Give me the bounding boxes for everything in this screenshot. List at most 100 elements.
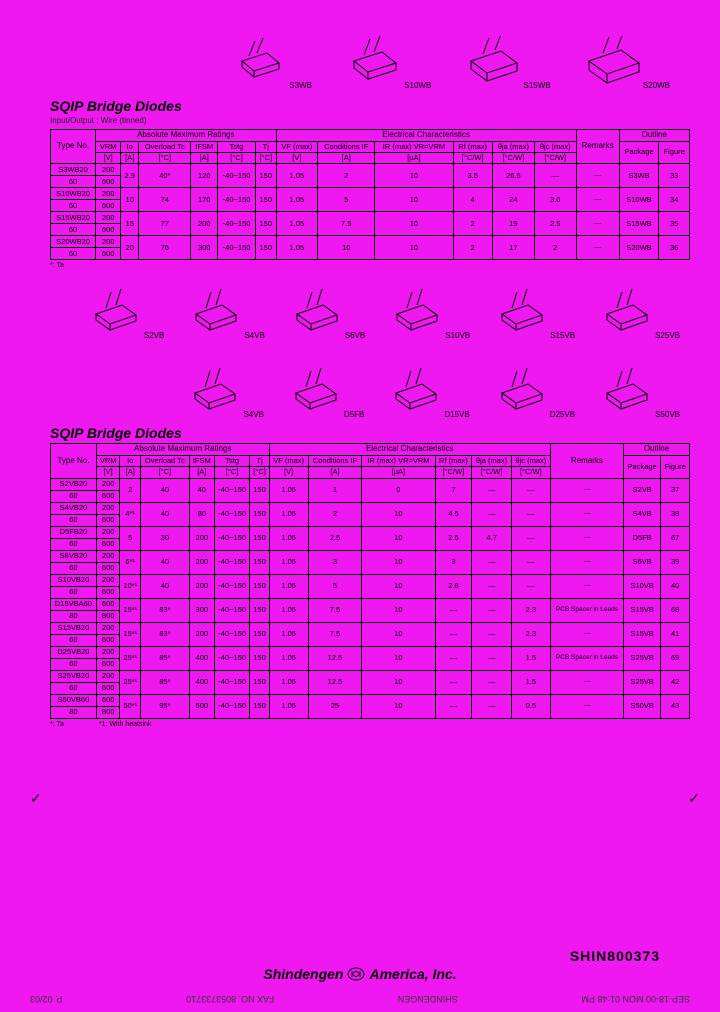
pkg-label: S50VB	[655, 410, 680, 419]
cell-io: 50*¹	[120, 694, 140, 718]
cell-ojc: —	[511, 526, 550, 550]
cell-ifsm: 200	[191, 212, 218, 236]
cell-type: S2VB20	[51, 478, 97, 490]
cell-oja: 26.5	[492, 164, 534, 188]
cell-if: 5	[318, 188, 375, 212]
cell-vrm: 800	[96, 706, 120, 718]
cell-oja: —	[472, 670, 512, 694]
cell-vrm: 600	[96, 562, 120, 574]
section1-title: SQIP Bridge Diodes	[50, 98, 690, 114]
cell-type: 80	[51, 706, 97, 718]
cell-pkg: S6VB	[624, 550, 661, 574]
cell-if: 7.5	[318, 212, 375, 236]
col: Figure	[659, 141, 690, 164]
col: θja (max)	[472, 456, 512, 467]
cell-fig: 38	[661, 502, 690, 526]
pkg-label: D15VB	[444, 410, 469, 419]
pkg-s10wb: S10WB	[342, 36, 431, 90]
cell-ojc: 2.3	[511, 622, 550, 646]
pkg-s50vb: S50VB	[595, 365, 680, 419]
section2-title: SQIP Bridge Diodes	[50, 425, 690, 441]
cell-type: 60	[51, 248, 96, 260]
col: IR (max) VR=VRM	[362, 456, 435, 467]
pkg-d15vb: D15VB	[384, 365, 469, 419]
cell-if: 25	[308, 694, 362, 718]
section1-subtitle: Input/Output : Wire (tinned)	[50, 116, 690, 125]
cell-vf: 1.05	[269, 550, 308, 574]
col: θjc (max)	[534, 141, 576, 152]
cell-type: 60	[51, 514, 97, 526]
cell-rf: 3	[435, 550, 472, 574]
cell-ir: 10	[362, 574, 435, 598]
cell-ifsm: 40	[189, 478, 214, 502]
cell-vf: 1.05	[269, 478, 308, 502]
hdr-outline: Outline	[624, 444, 690, 456]
hdr-abs: Absolute Maximum Ratings	[96, 444, 269, 456]
col: Conditions IF	[308, 456, 362, 467]
cell-if: 2	[318, 164, 375, 188]
table-row: S20WB202002076300-40~1501501.0510102172—…	[51, 236, 690, 248]
cell-tj: 150	[250, 574, 269, 598]
cell-vf: 1.05	[269, 526, 308, 550]
cell-rf: 2	[453, 236, 492, 260]
cell-if: 12.5	[308, 646, 362, 670]
cell-ol: 95*	[140, 694, 189, 718]
unit: [A]	[121, 153, 139, 164]
col-remarks: Remarks	[550, 444, 623, 478]
cell-pkg: S50VB	[624, 694, 661, 718]
cell-remarks: —	[550, 622, 623, 646]
cell-ir: 0	[362, 478, 435, 502]
cell-ol: 76	[139, 236, 191, 260]
cell-ir: 10	[362, 670, 435, 694]
cell-ifsm: 400	[189, 670, 214, 694]
checkmark-icon: ✓	[688, 790, 700, 807]
cell-vrm: 800	[96, 610, 120, 622]
cell-ifsm: 80	[189, 502, 214, 526]
cell-ir: 10	[375, 164, 453, 188]
cell-vrm: 200	[96, 188, 121, 200]
cell-ir: 10	[362, 622, 435, 646]
unit: [°C/W]	[511, 467, 550, 478]
cell-oja: 24	[492, 188, 534, 212]
unit: [°C]	[250, 467, 269, 478]
table2: Type No. Absolute Maximum Ratings Electr…	[50, 443, 690, 718]
cell-tstg: -40~150	[218, 188, 256, 212]
cell-tj: 150	[250, 670, 269, 694]
cell-ir: 10	[362, 694, 435, 718]
cell-rf: —	[435, 694, 472, 718]
cell-type: S3WB20	[51, 164, 96, 176]
unit: [A]	[189, 467, 214, 478]
pkg-label: S25VB	[655, 331, 680, 340]
pkg-s2vb: S2VB	[84, 286, 164, 340]
cell-vrm: 200	[96, 622, 120, 634]
col: VF (max)	[276, 141, 318, 152]
package-illustrations-2: S2VBS4VBS6VBS10VBS15VBS25VB S4VBD5FBD15V…	[50, 279, 690, 419]
cell-ir: 10	[362, 598, 435, 622]
cell-io: 6*¹	[120, 550, 140, 574]
cell-type: S6VB20	[51, 550, 97, 562]
cell-tj: 150	[250, 646, 269, 670]
cell-fig: 39	[661, 550, 690, 574]
pkg-label: S10WB	[404, 81, 431, 90]
cell-tj: 150	[250, 694, 269, 718]
col: Tj	[250, 456, 269, 467]
cell-ifsm: 200	[189, 526, 214, 550]
pkg-s4vb: S4VB	[183, 365, 263, 419]
unit: [°C]	[140, 467, 189, 478]
cell-fig: 40	[661, 574, 690, 598]
col: Conditions IF	[318, 141, 375, 152]
cell-ifsm: 200	[189, 622, 214, 646]
cell-tstg: -40~150	[214, 694, 250, 718]
checkmark-icon: ✓	[30, 790, 42, 807]
cell-type: D25VB20	[51, 646, 97, 658]
cell-pkg: S15VB	[624, 622, 661, 646]
cell-type: 60	[51, 490, 97, 502]
cell-vrm: 200	[96, 670, 120, 682]
cell-rf: 4	[453, 188, 492, 212]
cell-if: 2	[308, 502, 362, 526]
cell-remarks: —	[576, 212, 619, 236]
cell-tstg: -40~150	[218, 164, 256, 188]
cell-ol: 40	[140, 502, 189, 526]
cell-vf: 1.05	[269, 502, 308, 526]
unit: [V]	[96, 467, 120, 478]
